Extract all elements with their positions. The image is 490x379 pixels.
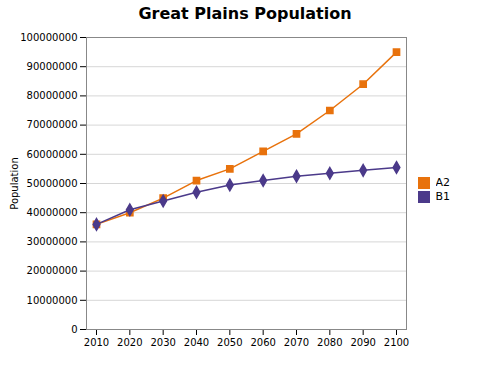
- svg-text:30000000: 30000000: [27, 236, 78, 247]
- svg-text:50000000: 50000000: [27, 178, 78, 189]
- svg-text:2050: 2050: [217, 337, 242, 348]
- html-text:Great Plains Population: Great Plains Population: [138, 4, 352, 23]
- svg-text:Population: Population: [9, 157, 20, 210]
- svg-text:2010: 2010: [84, 337, 109, 348]
- svg-text:70000000: 70000000: [27, 119, 78, 130]
- svg-text:2100: 2100: [384, 337, 409, 348]
- svg-text:10000000: 10000000: [27, 295, 78, 306]
- svg-text:20000000: 20000000: [27, 265, 78, 276]
- html-text:A2: A2: [435, 176, 450, 190]
- html-text:B1: B1: [435, 190, 450, 204]
- svg-text:2020: 2020: [117, 337, 142, 348]
- svg-text:2080: 2080: [317, 337, 342, 348]
- svg-text:0: 0: [71, 324, 77, 335]
- svg-text:2040: 2040: [184, 337, 209, 348]
- svg-text:40000000: 40000000: [27, 207, 78, 218]
- svg-text:2060: 2060: [250, 337, 275, 348]
- svg-text:100000000: 100000000: [20, 32, 77, 43]
- svg-text:2030: 2030: [150, 337, 175, 348]
- svg-text:80000000: 80000000: [27, 90, 78, 101]
- svg-text:2090: 2090: [350, 337, 375, 348]
- svg-text:90000000: 90000000: [27, 61, 78, 72]
- svg-text:60000000: 60000000: [27, 149, 78, 160]
- svg-text:2070: 2070: [284, 337, 309, 348]
